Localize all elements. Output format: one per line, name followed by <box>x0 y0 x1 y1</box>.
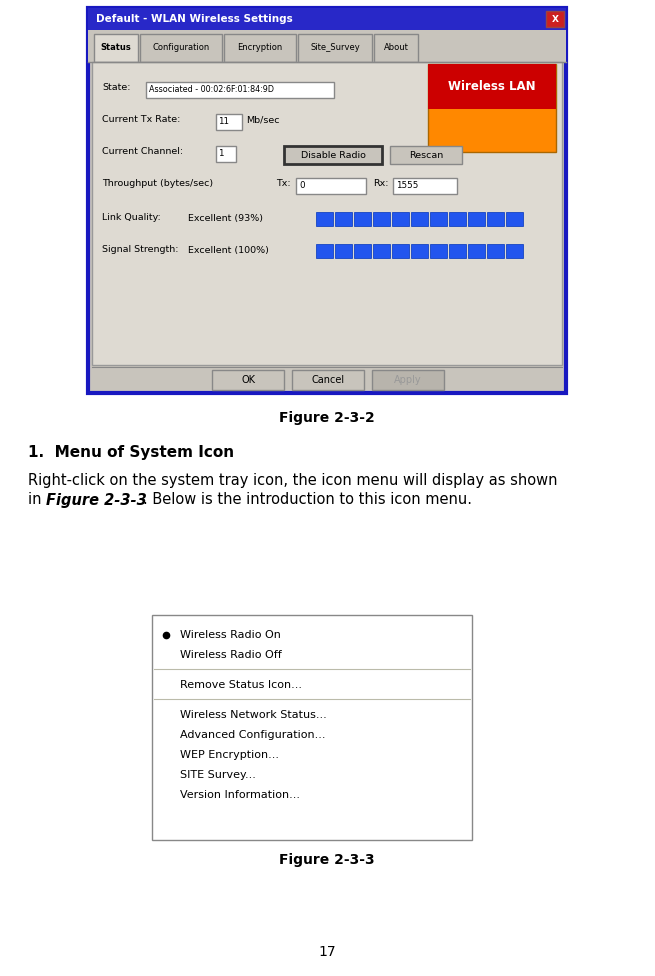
Bar <box>411 244 428 258</box>
Text: Associated - 00:02:6F:01:84:9D: Associated - 00:02:6F:01:84:9D <box>149 86 274 95</box>
Text: Figure 2-3-3: Figure 2-3-3 <box>279 853 375 867</box>
Bar <box>298 34 372 62</box>
Text: Mb/sec: Mb/sec <box>246 115 280 125</box>
Bar <box>88 8 566 393</box>
Bar <box>506 244 523 258</box>
Text: Wireless Network Status...: Wireless Network Status... <box>180 710 327 720</box>
Bar <box>335 212 352 226</box>
Text: Version Information...: Version Information... <box>180 790 300 800</box>
Text: Status: Status <box>101 44 132 53</box>
Bar <box>430 244 447 258</box>
Bar <box>374 34 418 62</box>
Bar <box>392 212 409 226</box>
Text: Remove Status Icon...: Remove Status Icon... <box>180 680 302 690</box>
Bar <box>88 8 566 30</box>
Text: Figure 2-3-3: Figure 2-3-3 <box>46 493 147 508</box>
Bar <box>506 212 523 226</box>
Bar <box>224 34 296 62</box>
Bar <box>373 212 390 226</box>
Bar <box>92 62 562 365</box>
Bar <box>390 146 462 164</box>
Bar <box>152 615 472 840</box>
Bar <box>354 244 371 258</box>
Text: 1555: 1555 <box>396 182 419 190</box>
Text: 11: 11 <box>218 117 229 127</box>
Text: Right-click on the system tray icon, the icon menu will display as shown: Right-click on the system tray icon, the… <box>28 472 557 487</box>
Text: Throughput (bytes/sec): Throughput (bytes/sec) <box>102 180 213 188</box>
Text: SITE Survey...: SITE Survey... <box>180 770 256 780</box>
Bar <box>449 244 466 258</box>
Text: Apply: Apply <box>394 375 422 385</box>
Text: Rx:: Rx: <box>373 180 388 188</box>
Bar <box>88 30 566 62</box>
Bar <box>468 212 485 226</box>
Bar <box>354 212 371 226</box>
Text: Advanced Configuration...: Advanced Configuration... <box>180 730 326 740</box>
Text: 17: 17 <box>318 945 336 959</box>
Text: Figure 2-3-2: Figure 2-3-2 <box>279 411 375 425</box>
Bar <box>468 244 485 258</box>
Bar <box>546 11 564 27</box>
Bar <box>487 212 504 226</box>
Bar <box>430 212 447 226</box>
Bar <box>212 370 284 390</box>
Text: Excellent (93%): Excellent (93%) <box>188 214 263 223</box>
Text: About: About <box>384 44 409 53</box>
Bar <box>393 178 457 194</box>
Bar <box>373 244 390 258</box>
Text: Current Channel:: Current Channel: <box>102 147 183 156</box>
Bar <box>216 114 242 130</box>
Bar <box>372 370 444 390</box>
Text: 1: 1 <box>218 149 223 158</box>
Bar <box>428 64 556 109</box>
Bar <box>146 82 334 98</box>
Text: Wireless Radio Off: Wireless Radio Off <box>180 650 282 660</box>
Text: OK: OK <box>241 375 255 385</box>
Bar <box>284 146 382 164</box>
Bar <box>296 178 366 194</box>
Text: Rescan: Rescan <box>409 150 443 159</box>
Text: Current Tx Rate:: Current Tx Rate: <box>102 115 180 125</box>
Text: Configuration: Configuration <box>153 44 210 53</box>
Text: Link Quality:: Link Quality: <box>102 214 160 223</box>
Bar <box>316 212 333 226</box>
Bar <box>316 244 333 258</box>
Text: Wireless LAN: Wireless LAN <box>448 80 536 93</box>
Bar <box>411 212 428 226</box>
Text: X: X <box>552 15 559 23</box>
Text: Encryption: Encryption <box>237 44 282 53</box>
Bar <box>216 146 236 162</box>
Bar <box>335 244 352 258</box>
Bar <box>292 370 364 390</box>
Bar <box>449 212 466 226</box>
Bar <box>140 34 222 62</box>
Text: Site_Survey: Site_Survey <box>310 44 360 53</box>
Text: 1.  Menu of System Icon: 1. Menu of System Icon <box>28 445 234 461</box>
Text: Excellent (100%): Excellent (100%) <box>188 246 269 255</box>
Bar <box>428 64 556 152</box>
Bar <box>94 34 138 62</box>
Text: Signal Strength:: Signal Strength: <box>102 246 179 255</box>
Text: WEP Encryption...: WEP Encryption... <box>180 750 279 760</box>
Text: Disable Radio: Disable Radio <box>301 150 365 159</box>
Text: 0: 0 <box>299 182 305 190</box>
Text: . Below is the introduction to this icon menu.: . Below is the introduction to this icon… <box>143 493 472 508</box>
Text: Default - WLAN Wireless Settings: Default - WLAN Wireless Settings <box>96 14 293 24</box>
Bar <box>487 244 504 258</box>
Text: Cancel: Cancel <box>311 375 345 385</box>
Bar <box>392 244 409 258</box>
Text: Wireless Radio On: Wireless Radio On <box>180 630 281 640</box>
Text: State:: State: <box>102 84 130 93</box>
Text: Tx:: Tx: <box>276 180 291 188</box>
Text: in: in <box>28 493 46 508</box>
